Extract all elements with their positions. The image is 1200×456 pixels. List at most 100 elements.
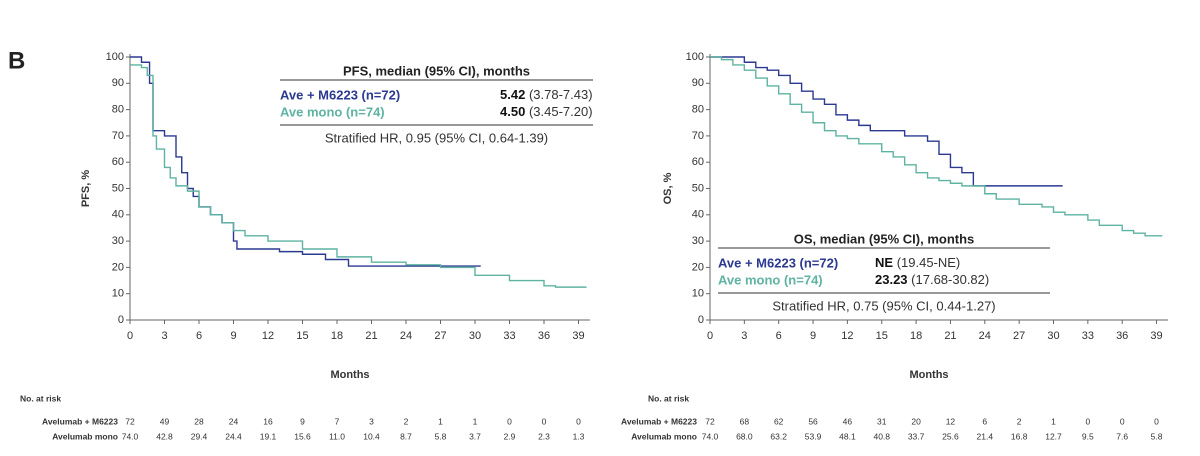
risk-value: 16 — [263, 416, 273, 426]
y-tick-label: 20 — [112, 261, 124, 273]
x-tick-label: 30 — [1047, 330, 1059, 342]
y-tick-label: 70 — [112, 130, 124, 142]
x-axis-label: Months — [330, 369, 369, 381]
legend-median: 23.23 (17.68-30.82) — [875, 272, 989, 287]
y-axis-label: PFS, % — [80, 170, 92, 208]
risk-value: 12.7 — [1045, 431, 1062, 441]
x-tick-label: 6 — [196, 330, 202, 342]
risk-label: Avelumab mono — [52, 431, 118, 441]
risk-value: 1 — [1051, 416, 1056, 426]
risk-value: 15.6 — [294, 431, 311, 441]
risk-value: 7 — [335, 416, 340, 426]
y-tick-label: 0 — [698, 314, 704, 326]
x-tick-label: 21 — [944, 330, 956, 342]
risk-value: 11.0 — [329, 431, 345, 441]
risk-value: 62 — [774, 416, 784, 426]
y-tick-label: 10 — [692, 288, 704, 300]
risk-value: 53.9 — [805, 431, 822, 441]
risk-value: 0 — [1154, 416, 1159, 426]
risk-value: 46 — [843, 416, 853, 426]
risk-title: No. at risk — [20, 393, 61, 403]
risk-value: 7.6 — [1116, 431, 1128, 441]
y-tick-label: 50 — [692, 182, 704, 194]
x-tick-label: 21 — [365, 330, 377, 342]
x-tick-label: 36 — [538, 330, 550, 342]
y-tick-label: 10 — [112, 288, 124, 300]
ci: (3.45-7.20) — [529, 104, 593, 119]
x-tick-label: 18 — [331, 330, 343, 342]
panel-label: B — [8, 47, 25, 74]
risk-value: 20 — [911, 416, 921, 426]
risk-value: 21.4 — [977, 431, 994, 441]
risk-value: 63.2 — [770, 431, 787, 441]
legend-median: NE (19.45-NE) — [875, 255, 960, 270]
risk-label: Avelumab + M6223 — [42, 416, 118, 426]
risk-value: 1 — [473, 416, 478, 426]
risk-value: 16.8 — [1011, 431, 1028, 441]
x-tick-label: 33 — [503, 330, 515, 342]
risk-value: 40.8 — [873, 431, 890, 441]
hazard-ratio: Stratified HR, 0.95 (95% CI, 0.64-1.39) — [325, 130, 548, 145]
risk-value: 49 — [160, 416, 170, 426]
risk-value: 1.3 — [573, 431, 585, 441]
risk-label: Avelumab + M6223 — [621, 416, 697, 426]
x-tick-label: 9 — [230, 330, 236, 342]
y-tick-label: 0 — [118, 314, 124, 326]
x-tick-label: 15 — [876, 330, 888, 342]
x-axis-label: Months — [909, 369, 948, 381]
risk-value: 33.7 — [908, 431, 925, 441]
survival-curve — [130, 64, 587, 288]
legend-median: 5.42 (3.78-7.43) — [500, 87, 593, 102]
survival-curve — [710, 56, 1063, 187]
risk-value: 2.3 — [538, 431, 550, 441]
risk-value: 9 — [300, 416, 305, 426]
x-tick-label: 3 — [161, 330, 167, 342]
risk-value: 72 — [125, 416, 135, 426]
risk-value: 12 — [946, 416, 956, 426]
y-tick-label: 90 — [112, 77, 124, 89]
risk-value: 0 — [542, 416, 547, 426]
y-tick-label: 100 — [106, 51, 124, 63]
x-tick-label: 30 — [469, 330, 481, 342]
y-tick-label: 50 — [112, 182, 124, 194]
x-tick-label: 39 — [572, 330, 584, 342]
risk-value: 25.6 — [942, 431, 959, 441]
risk-value: 5.8 — [435, 431, 447, 441]
risk-value: 0 — [1085, 416, 1090, 426]
y-tick-label: 40 — [112, 209, 124, 221]
risk-value: 0 — [507, 416, 512, 426]
y-tick-label: 100 — [686, 51, 704, 63]
legend-name: Ave + M6223 (n=72) — [718, 255, 838, 270]
legend-name: Ave mono (n=74) — [280, 104, 385, 119]
y-tick-label: 40 — [692, 209, 704, 221]
risk-value: 6 — [982, 416, 987, 426]
x-tick-label: 12 — [262, 330, 274, 342]
ci: (17.68-30.82) — [911, 272, 989, 287]
x-tick-label: 39 — [1150, 330, 1162, 342]
risk-value: 9.5 — [1082, 431, 1094, 441]
x-tick-label: 24 — [400, 330, 412, 342]
x-tick-label: 27 — [1013, 330, 1025, 342]
risk-value: 0 — [576, 416, 581, 426]
risk-value: 5.8 — [1151, 431, 1163, 441]
risk-value: 24 — [229, 416, 239, 426]
risk-value: 2 — [1017, 416, 1022, 426]
risk-value: 3.7 — [469, 431, 481, 441]
risk-value: 1 — [438, 416, 443, 426]
legend-name: Ave mono (n=74) — [718, 272, 823, 287]
risk-value: 56 — [808, 416, 818, 426]
y-tick-label: 80 — [112, 104, 124, 116]
risk-value: 31 — [877, 416, 887, 426]
risk-value: 28 — [194, 416, 204, 426]
x-tick-label: 24 — [979, 330, 991, 342]
risk-value: 8.7 — [400, 431, 412, 441]
median: 23.23 — [875, 272, 908, 287]
median: 5.42 — [500, 87, 525, 102]
y-tick-label: 20 — [692, 261, 704, 273]
y-tick-label: 70 — [692, 130, 704, 142]
x-tick-label: 6 — [776, 330, 782, 342]
risk-value: 48.1 — [839, 431, 856, 441]
x-tick-label: 18 — [910, 330, 922, 342]
legend-median: 4.50 (3.45-7.20) — [500, 104, 593, 119]
risk-value: 68.0 — [736, 431, 753, 441]
